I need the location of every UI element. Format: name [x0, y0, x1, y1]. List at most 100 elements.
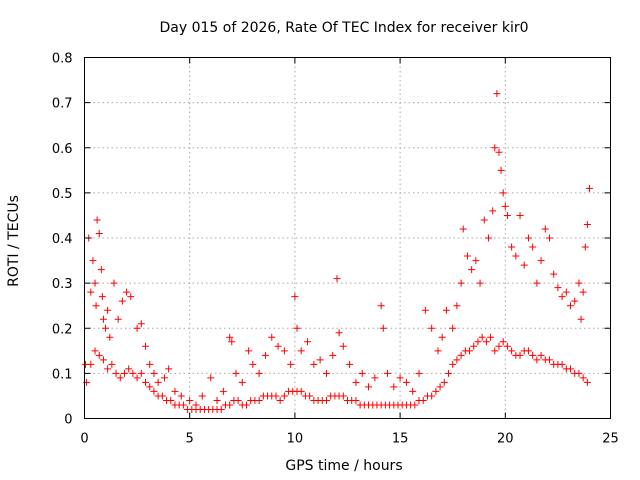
- data-point-marker: [428, 392, 436, 400]
- data-point-marker: [449, 360, 457, 368]
- data-point-marker: [304, 338, 312, 346]
- data-point-marker: [95, 229, 103, 237]
- data-point-marker: [287, 360, 295, 368]
- data-point-marker: [567, 365, 575, 373]
- data-point-marker: [89, 257, 97, 265]
- data-point-marker: [104, 365, 112, 373]
- data-point-marker: [352, 378, 360, 386]
- data-point-marker: [207, 374, 215, 382]
- x-tick-label: 20: [497, 432, 514, 447]
- data-point-marker: [133, 324, 141, 332]
- data-point-marker: [545, 234, 553, 242]
- data-point-marker: [255, 369, 263, 377]
- y-tick-label: 0.6: [52, 142, 73, 157]
- data-point-marker: [108, 360, 116, 368]
- data-point-marker: [154, 378, 162, 386]
- data-point-marker: [322, 369, 330, 377]
- data-point-marker: [116, 374, 124, 382]
- data-point-marker: [226, 333, 234, 341]
- data-point-marker: [226, 401, 234, 409]
- data-point-marker: [293, 324, 301, 332]
- data-point-marker: [339, 342, 347, 350]
- y-tick-label: 0.2: [52, 322, 73, 337]
- data-point-marker: [243, 401, 251, 409]
- y-tick-label: 0: [64, 413, 72, 428]
- data-point-marker: [571, 297, 579, 305]
- data-point-marker: [529, 243, 537, 251]
- y-tick-label: 0.5: [52, 187, 73, 202]
- data-point-marker: [329, 351, 337, 359]
- data-point-marker: [123, 288, 131, 296]
- data-point-marker: [171, 387, 179, 395]
- data-point-marker: [581, 243, 589, 251]
- data-point-marker: [377, 302, 385, 310]
- data-point-marker: [476, 279, 484, 287]
- data-point-marker: [487, 333, 495, 341]
- x-axis-ticks: 0 5 10 15 20 25: [80, 57, 619, 447]
- data-point-marker: [541, 225, 549, 233]
- data-point-marker: [98, 293, 106, 301]
- data-point-marker: [234, 396, 242, 404]
- data-point-marker: [255, 396, 263, 404]
- data-point-marker: [268, 333, 276, 341]
- data-point-marker: [158, 392, 166, 400]
- x-tick-label: 5: [186, 432, 194, 447]
- data-point-marker: [438, 333, 446, 341]
- data-point-marker: [432, 387, 440, 395]
- data-point-marker: [272, 392, 280, 400]
- data-point-marker: [137, 369, 145, 377]
- data-point-marker: [390, 383, 398, 391]
- data-point-marker: [516, 211, 524, 219]
- data-point-marker: [249, 360, 257, 368]
- data-point-marker: [453, 302, 461, 310]
- data-point-marker: [228, 338, 236, 346]
- data-point-marker: [577, 315, 585, 323]
- data-point-marker: [146, 383, 154, 391]
- data-point-marker: [160, 374, 168, 382]
- data-point-marker: [419, 396, 427, 404]
- data-point-marker: [499, 338, 507, 346]
- data-point-marker: [232, 369, 240, 377]
- data-point-marker: [365, 383, 373, 391]
- data-point-marker: [118, 297, 126, 305]
- data-point-marker: [127, 293, 135, 301]
- y-tick-label: 0.4: [52, 232, 73, 247]
- y-tick-label: 0.8: [52, 52, 73, 67]
- data-point-marker: [545, 356, 553, 364]
- data-point-marker: [297, 387, 305, 395]
- data-point-marker: [104, 306, 112, 314]
- data-point-marker: [146, 360, 154, 368]
- data-point-marker: [213, 396, 221, 404]
- data-point-marker: [468, 266, 476, 274]
- y-axis-label: ROTI / TECUs: [6, 195, 22, 287]
- data-point-marker: [137, 320, 145, 328]
- data-point-marker: [558, 293, 566, 301]
- data-point-marker: [120, 369, 128, 377]
- data-point-marker: [238, 378, 246, 386]
- data-point-marker: [537, 257, 545, 265]
- data-point-marker: [322, 396, 330, 404]
- data-point-marker: [474, 338, 482, 346]
- data-point-marker: [558, 360, 566, 368]
- data-point-marker: [102, 324, 110, 332]
- x-axis-label: GPS time / hours: [285, 458, 402, 474]
- data-point-marker: [444, 369, 452, 377]
- x-tick-label: 15: [392, 432, 409, 447]
- data-point-marker: [440, 378, 448, 386]
- data-point-marker: [428, 324, 436, 332]
- data-point-marker: [217, 405, 225, 413]
- data-point-marker: [516, 351, 524, 359]
- data-point-marker: [91, 279, 99, 287]
- x-tick-label: 25: [602, 432, 619, 447]
- data-point-marker: [575, 279, 583, 287]
- data-point-marker: [179, 401, 187, 409]
- data-point-marker: [150, 387, 158, 395]
- data-point-marker: [484, 234, 492, 242]
- data-point-marker: [533, 279, 541, 287]
- x-tick-label: 0: [80, 432, 88, 447]
- data-point-marker: [87, 360, 95, 368]
- data-point-marker: [99, 315, 107, 323]
- data-point-marker: [291, 293, 299, 301]
- data-point-marker: [508, 347, 516, 355]
